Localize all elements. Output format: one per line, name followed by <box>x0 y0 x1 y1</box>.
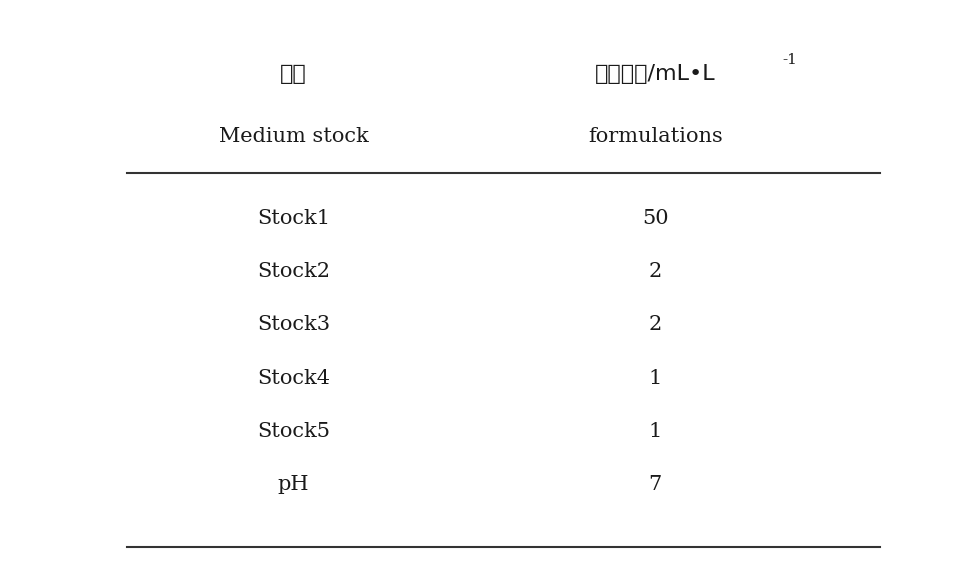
Text: 2: 2 <box>648 315 661 335</box>
Text: -1: -1 <box>782 53 796 66</box>
Text: Stock3: Stock3 <box>257 315 329 335</box>
Text: 工作液量/mL•L: 工作液量/mL•L <box>594 64 715 84</box>
Text: 1: 1 <box>648 369 661 388</box>
Text: pH: pH <box>277 475 309 494</box>
Text: 1: 1 <box>648 422 661 441</box>
Text: 母液: 母液 <box>279 64 307 84</box>
Text: Medium stock: Medium stock <box>218 126 368 146</box>
Text: Stock2: Stock2 <box>257 262 329 281</box>
Text: formulations: formulations <box>587 126 722 146</box>
Text: 50: 50 <box>641 209 668 228</box>
Text: 7: 7 <box>648 475 661 494</box>
Text: Stock4: Stock4 <box>257 369 329 388</box>
Text: Stock5: Stock5 <box>257 422 329 441</box>
Text: 2: 2 <box>648 262 661 281</box>
Text: Stock1: Stock1 <box>257 209 329 228</box>
